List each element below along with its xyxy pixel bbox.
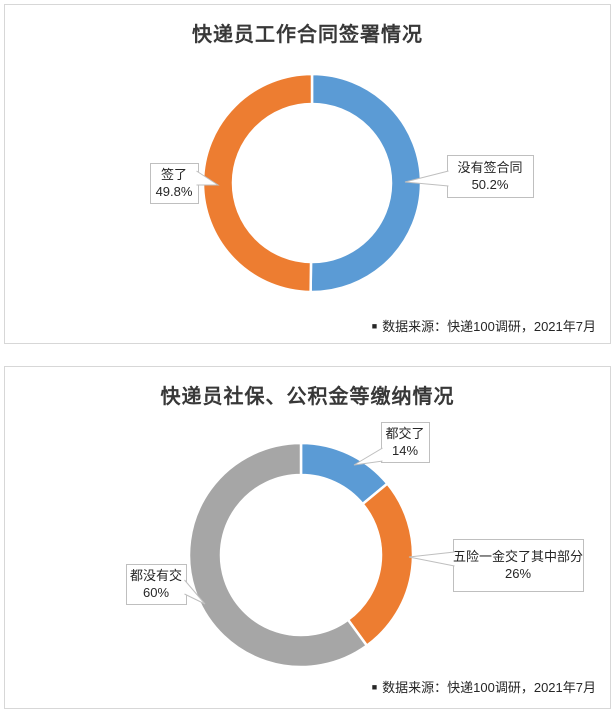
square-bullet-icon: ■ [371,682,378,692]
source-note: ■ 数据来源：快递100调研，2021年7月 [372,316,596,335]
source-note: ■ 数据来源：快递100调研，2021年7月 [372,677,596,696]
callout-pointer [404,170,449,187]
source-text: 数据来源：快递100调研，2021年7月 [382,319,596,334]
donut-chart [150,72,534,294]
donut-segment [187,441,369,669]
chart-title: 快递员社保、公积金等缴纳情况 [160,386,455,408]
callout-pointer [184,579,206,605]
callout-box [381,422,430,463]
callout-pointer [196,170,220,186]
contract-signing-chart-panel: 快递员工作合同签署情况 没有签合同 50.2% 签了 49.8% ■ 数据来源：快… [4,4,611,344]
callout-box [126,564,187,605]
social-insurance-chart-panel: 快递员社保、公积金等缴纳情况 都交了 14% 五险一金交了其中部分 26% 都没… [4,366,611,709]
donut-segment [201,72,314,294]
callout-box [150,163,199,204]
donut-segment [346,481,415,648]
callout-pointer [408,551,455,567]
donut-chart [126,422,584,669]
callout-box [453,539,584,592]
callout-box [447,155,534,198]
source-text: 数据来源：快递100调研，2021年7月 [382,680,596,695]
square-bullet-icon: ■ [371,321,378,331]
chart-title: 快递员工作合同签署情况 [192,24,423,46]
callout-pointer [353,447,383,466]
donut-segment [309,72,423,294]
